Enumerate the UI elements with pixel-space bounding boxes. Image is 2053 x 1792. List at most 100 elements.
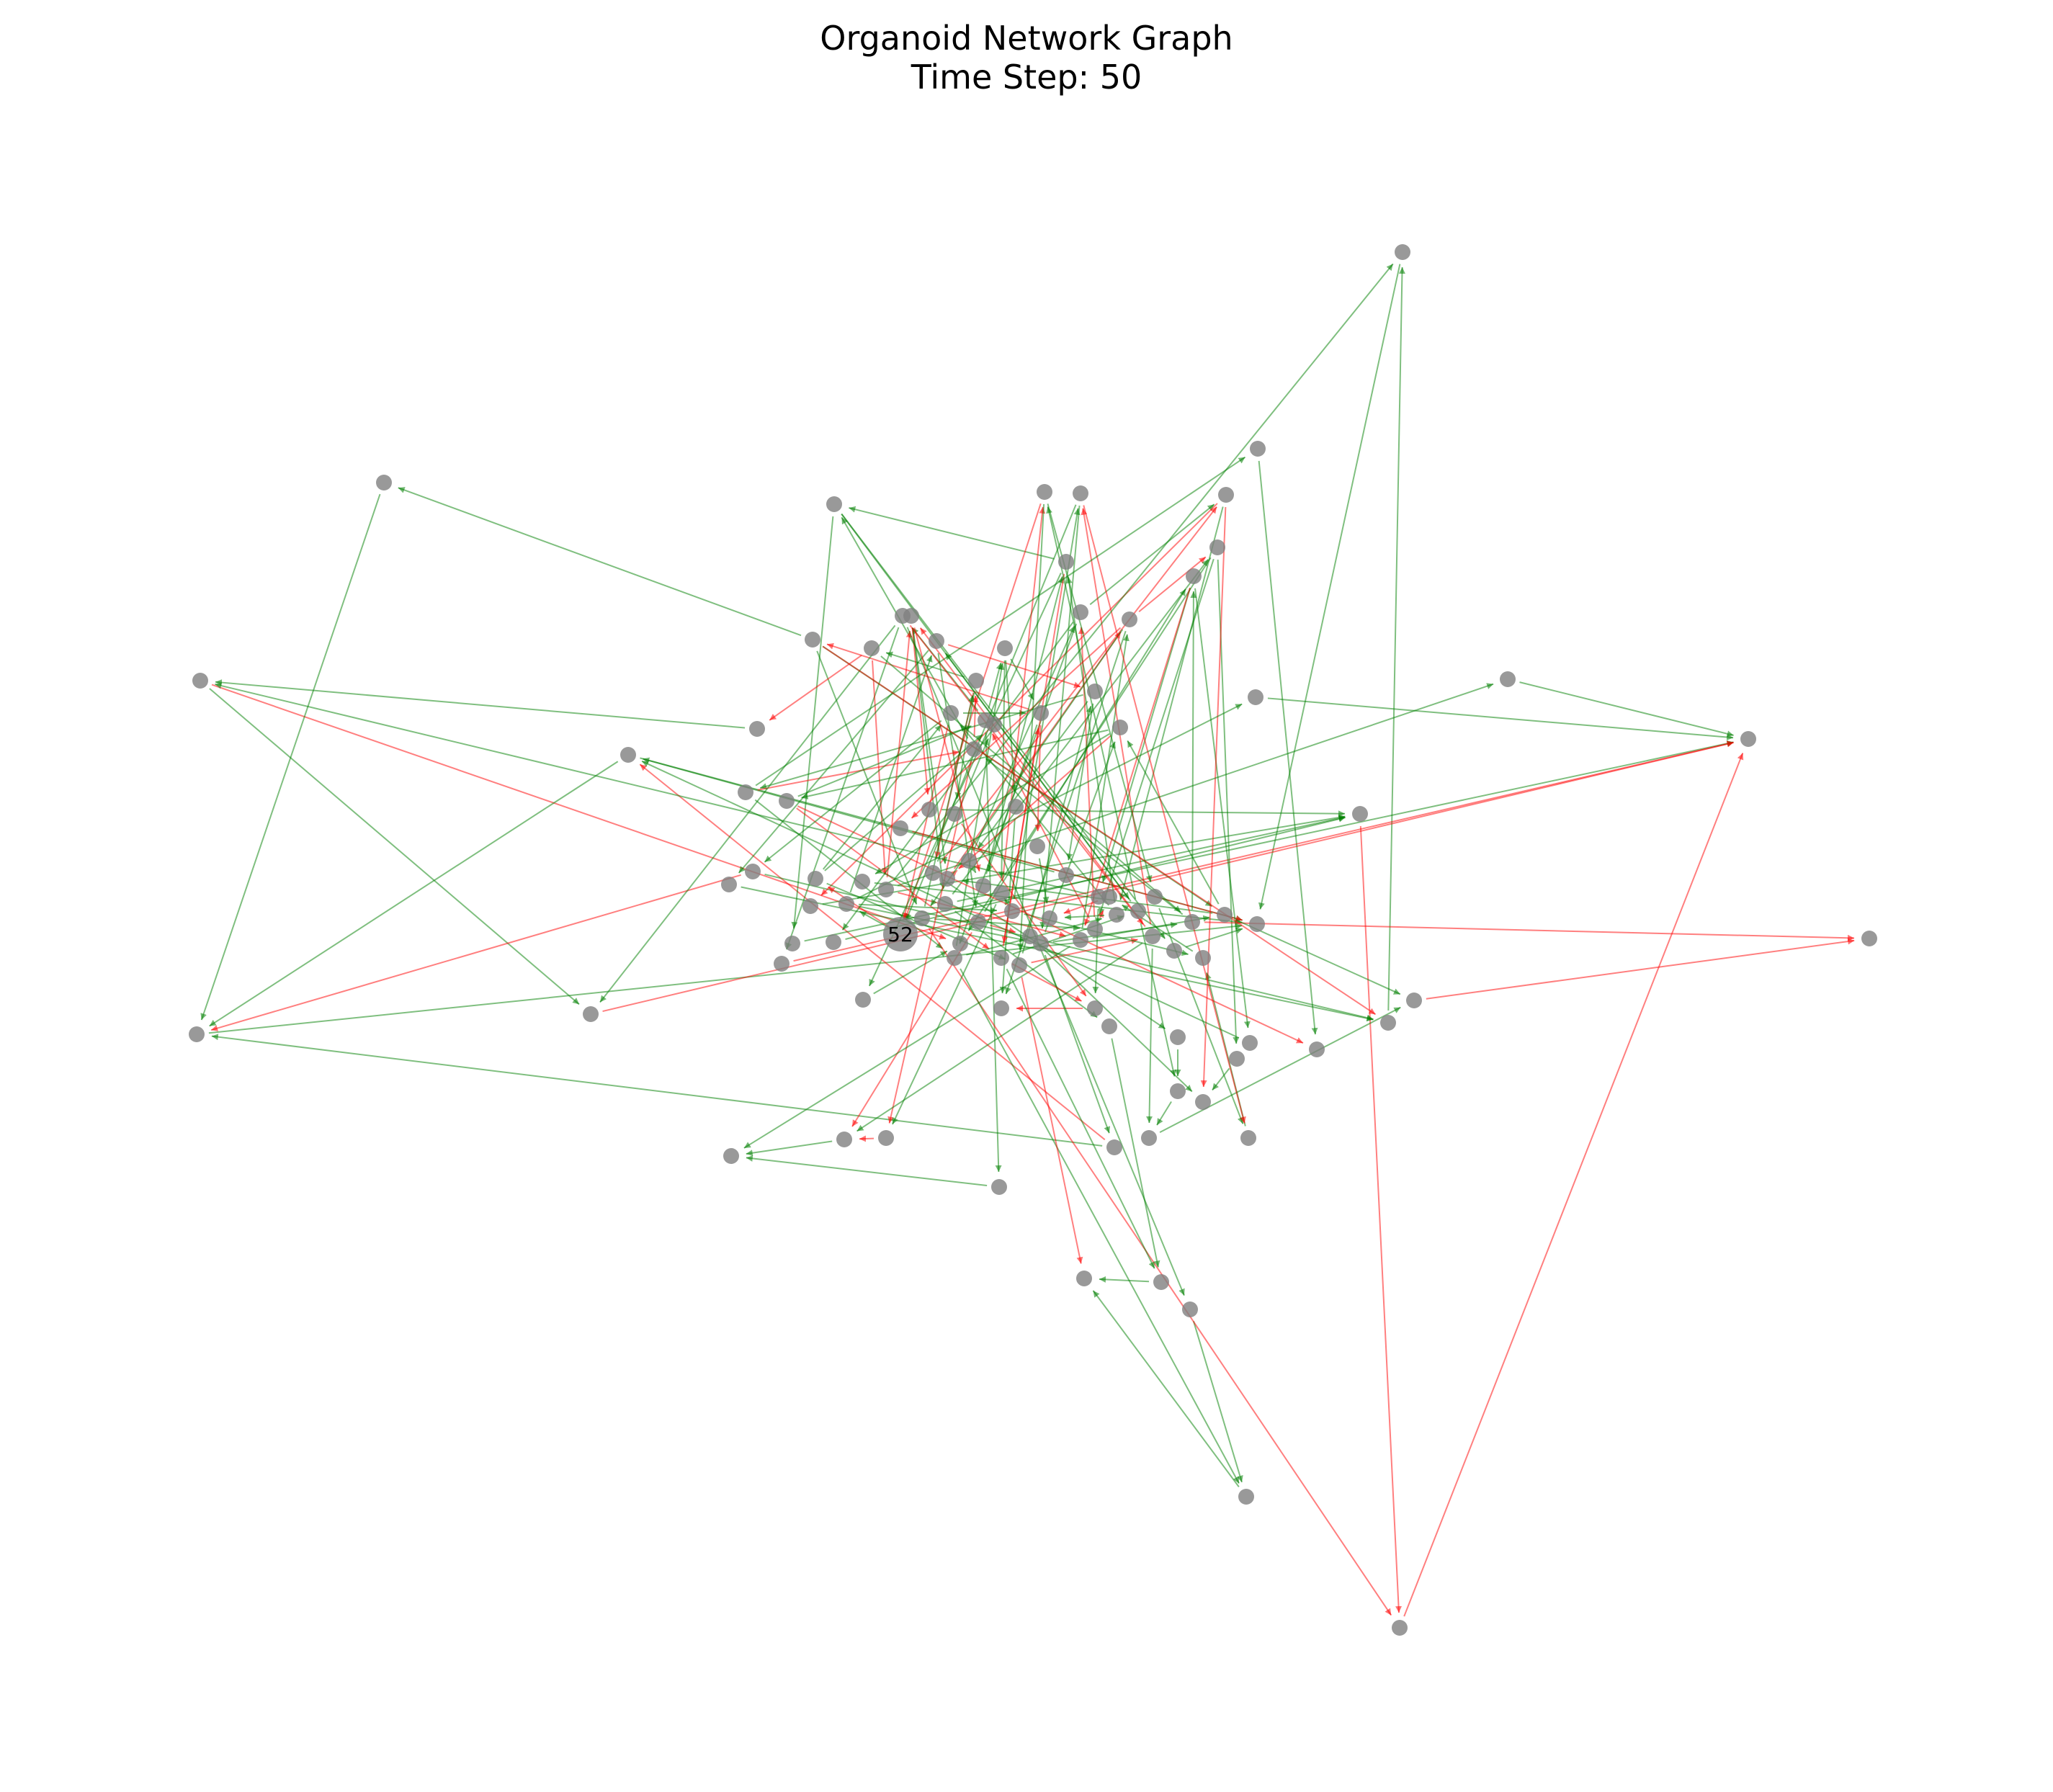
network-node <box>1109 907 1124 923</box>
edge-green <box>743 946 1071 1149</box>
network-node <box>1153 1274 1169 1290</box>
edge-green <box>791 516 834 929</box>
edge-green <box>1005 660 1018 792</box>
network-node <box>1406 993 1422 1008</box>
network-node <box>1184 914 1200 930</box>
edge-green <box>755 456 1246 787</box>
edge-green <box>211 1034 1103 1147</box>
edge-red <box>1359 825 1403 1613</box>
network-node <box>1033 705 1049 721</box>
edge-red <box>958 735 1112 869</box>
network-node <box>1112 720 1128 735</box>
edge-green <box>822 724 942 870</box>
edge-green <box>893 263 1394 881</box>
network-node <box>961 853 977 869</box>
network-node <box>1087 921 1103 937</box>
network-node <box>1229 1051 1245 1067</box>
network-node <box>1004 903 1020 919</box>
edge-green <box>215 679 746 729</box>
edge-red <box>1081 508 1152 925</box>
network-node <box>1087 684 1103 699</box>
network-node <box>779 793 795 809</box>
highlighted-node <box>883 917 918 951</box>
network-node <box>1091 889 1106 905</box>
network-node <box>943 705 959 721</box>
edge-red <box>822 645 1377 1016</box>
network-node <box>921 802 937 817</box>
network-node <box>189 1026 205 1042</box>
edge-red <box>913 627 981 872</box>
edge-green <box>1089 503 1215 606</box>
network-node <box>1242 1035 1258 1051</box>
edge-green <box>1258 460 1318 1035</box>
network-node <box>997 640 1013 656</box>
network-node <box>1008 799 1024 815</box>
network-node <box>993 885 1009 901</box>
edge-green <box>738 650 929 874</box>
network-node <box>1392 1620 1408 1636</box>
network-node <box>192 673 208 689</box>
edge-red <box>1078 627 1096 918</box>
network-node <box>854 874 870 890</box>
edge-green <box>859 910 890 929</box>
edge-red <box>911 627 1122 819</box>
edge-green <box>998 660 1006 879</box>
edge-green <box>1111 1038 1160 1268</box>
edge-red <box>1021 977 1083 1264</box>
edge-green <box>875 733 1110 875</box>
network-node <box>947 950 962 966</box>
network-node <box>745 864 761 879</box>
edge-red <box>639 763 1106 1141</box>
edge-red <box>1426 938 1855 1000</box>
network-node <box>1166 943 1182 959</box>
network-node <box>620 747 636 763</box>
edge-green <box>957 815 1346 902</box>
edge-green <box>1092 1290 1240 1487</box>
edge-red <box>904 503 1042 920</box>
edge-red <box>757 750 960 791</box>
edge-green <box>1081 634 1130 928</box>
edge-green <box>398 487 802 637</box>
network-node <box>878 882 894 897</box>
edge-red <box>1204 921 1855 941</box>
edge-green <box>1194 588 1251 1029</box>
edge-green <box>1127 740 1220 905</box>
edge-green <box>897 683 1494 887</box>
edge-green <box>1235 919 1401 995</box>
edge-green <box>856 703 1243 900</box>
network-node <box>723 1148 739 1164</box>
edge-layer <box>200 263 1855 1617</box>
edge-green <box>797 725 972 797</box>
network-node <box>1147 889 1163 905</box>
edge-green <box>892 903 997 1125</box>
network-node <box>970 914 986 930</box>
network-node <box>878 1130 894 1146</box>
network-node <box>929 633 944 649</box>
network-node <box>968 673 984 689</box>
network-node <box>993 950 1009 966</box>
edge-red <box>1138 556 1207 612</box>
network-node <box>376 475 392 490</box>
edge-green <box>985 576 1064 874</box>
edge-green <box>822 814 1346 905</box>
edge-red <box>1097 910 1104 918</box>
edge-red <box>1034 725 1042 832</box>
edge-green <box>1012 915 1124 955</box>
network-node <box>838 896 854 912</box>
edge-green <box>841 622 1074 931</box>
edge-green <box>973 625 1075 850</box>
edge-green <box>841 513 1166 939</box>
network-node <box>583 1006 599 1022</box>
network-node <box>895 608 911 624</box>
edge-red <box>1403 753 1744 1617</box>
network-node <box>1076 1271 1092 1286</box>
network-node <box>1380 1015 1396 1031</box>
edge-green <box>215 682 1087 895</box>
network-node <box>1861 931 1877 946</box>
edge-green <box>977 701 1088 849</box>
network-node <box>939 871 955 887</box>
network-node <box>1106 1139 1122 1155</box>
network-node <box>1240 1130 1256 1146</box>
network-node <box>1195 1094 1211 1110</box>
network-node <box>1037 484 1052 500</box>
